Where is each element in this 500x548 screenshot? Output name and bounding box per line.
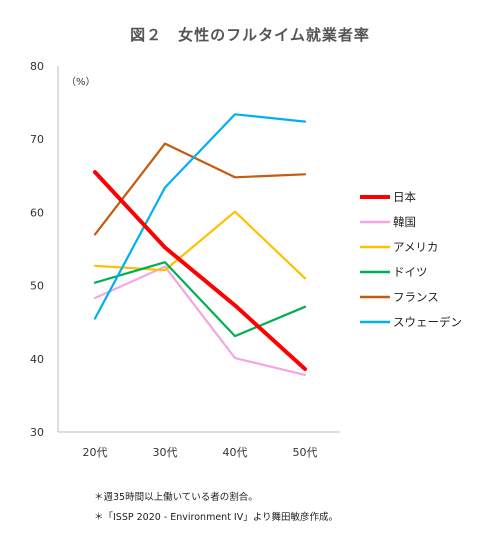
series-line-日本 [93,170,307,371]
chart-series [93,113,307,376]
y-tick-label: 70 [30,133,44,146]
x-tick-label: 50代 [293,446,318,459]
chart-axes: 30 40 50 60 70 80 （%） 20代 30代 40代 50代 [30,60,340,459]
y-tick-label: 50 [30,280,44,293]
y-axis-label: （%） [66,76,96,88]
y-tick-label: 40 [30,353,44,366]
series-line-フランス [93,142,307,236]
y-tick-label: 30 [30,426,44,439]
footnote-2: ＊「ISSP 2020 - Environment IV」より舞田敏彦作成。 [94,512,339,523]
footnote-1: ＊週35時間以上働いている者の割合。 [94,492,258,503]
y-tick-label: 80 [30,60,44,73]
x-tick-label: 40代 [223,446,248,459]
series-line-スウェーデン [93,113,307,320]
legend-label: ドイツ [393,265,428,279]
y-tick-label: 60 [30,206,44,219]
legend-label: アメリカ [393,240,438,254]
series-line-アメリカ [93,210,307,280]
series-line-韓国 [93,265,307,376]
series-line-ドイツ [93,261,307,338]
legend-label: フランス [393,290,439,304]
legend-label: 韓国 [393,215,416,229]
legend-label: スウェーデン [393,315,462,329]
x-tick-label: 20代 [83,446,108,459]
chart-title: 図２ 女性のフルタイム就業者率 [130,26,370,44]
x-tick-label: 30代 [153,446,178,459]
legend-label: 日本 [393,190,416,204]
